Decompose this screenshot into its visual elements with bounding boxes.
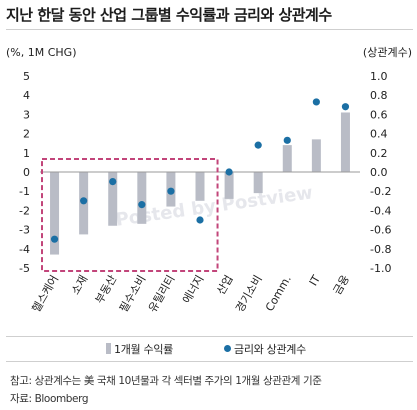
correlation-dot: [254, 141, 262, 149]
category-label: IT: [307, 273, 323, 288]
correlation-dot: [80, 197, 88, 205]
return-bar: [253, 172, 263, 194]
legend-bar-label: 1개월 수익률: [114, 343, 173, 356]
correlation-dot: [283, 136, 291, 144]
left-tick-label: 2: [23, 128, 30, 141]
left-tick-label: -3: [19, 224, 30, 237]
left-tick-label: -2: [19, 204, 30, 217]
return-bar: [108, 172, 118, 226]
category-label: 경기소비: [233, 273, 265, 315]
right-tick-label: 0.2: [370, 147, 388, 160]
return-bar: [137, 172, 147, 224]
return-bar: [340, 112, 350, 172]
correlation-dot: [225, 168, 233, 176]
return-bar: [282, 145, 292, 172]
left-axis-label: (%, 1M CHG): [6, 46, 77, 59]
category-label: 소재: [69, 273, 90, 297]
right-tick-label: -0.8: [370, 243, 391, 256]
footnote: 참고: 상관계수는 美 국채 10년물과 각 섹터별 주가의 1개월 상관관계 …: [10, 375, 322, 387]
category-label: 필수소비: [117, 273, 149, 315]
left-tick-label: 1: [23, 147, 30, 160]
correlation-dot: [196, 216, 204, 224]
left-tick-label: 0: [23, 166, 30, 179]
legend-dot-label: 금리와 상관계수: [234, 343, 306, 356]
right-axis-label: (상관계수): [363, 46, 412, 59]
left-tick-label: 5: [23, 70, 30, 83]
bar-swatch-icon: [106, 343, 111, 354]
right-tick-label: 0.8: [370, 89, 388, 102]
category-label: Comm.: [263, 273, 294, 314]
return-bar: [195, 172, 205, 201]
return-bar: [50, 172, 60, 255]
legend-item-correlation: 금리와 상관계수: [224, 341, 306, 357]
category-label: 금융: [331, 273, 352, 297]
return-bar: [311, 139, 321, 172]
correlation-dot: [167, 187, 175, 195]
right-tick-label: 0.6: [370, 108, 388, 121]
category-label: 에너지: [180, 273, 206, 306]
left-tick-label: -1: [19, 185, 30, 198]
chart-legend: 1개월 수익률 금리와 상관계수: [6, 336, 413, 362]
left-tick-label: 3: [23, 108, 30, 121]
correlation-dot: [50, 235, 59, 243]
right-tick-label: -0.2: [370, 185, 391, 198]
chart-title: 지난 한달 동안 산업 그룹별 수익률과 금리와 상관계수: [6, 6, 332, 24]
left-tick-label: -4: [19, 243, 30, 256]
return-bar: [224, 172, 234, 199]
right-tick-label: 0.0: [370, 166, 388, 179]
category-label: 헬스케어: [30, 273, 62, 315]
right-tick-label: 1.0: [370, 70, 388, 83]
correlation-dot: [312, 98, 320, 106]
right-tick-label: -0.6: [370, 224, 391, 237]
source-note: 자료: Bloomberg: [10, 393, 89, 405]
category-label: 산업: [214, 273, 235, 297]
category-label: 유틸리티: [146, 273, 178, 315]
right-tick-label: 0.4: [370, 128, 388, 141]
left-tick-label: 4: [23, 89, 30, 102]
correlation-dot: [341, 103, 350, 111]
legend-item-return: 1개월 수익률: [106, 341, 173, 357]
right-tick-label: -1.0: [370, 262, 391, 275]
dot-swatch-icon: [224, 345, 231, 352]
sector-return-chart: Posted by Postview(%, 1M CHG) (상관계수)54321…: [6, 46, 412, 315]
category-label: 부동산: [93, 273, 119, 306]
right-tick-label: -0.4: [370, 204, 391, 217]
title-divider: [6, 29, 413, 30]
correlation-dot: [109, 178, 117, 186]
correlation-dot: [138, 201, 146, 209]
left-tick-label: -5: [19, 262, 30, 275]
